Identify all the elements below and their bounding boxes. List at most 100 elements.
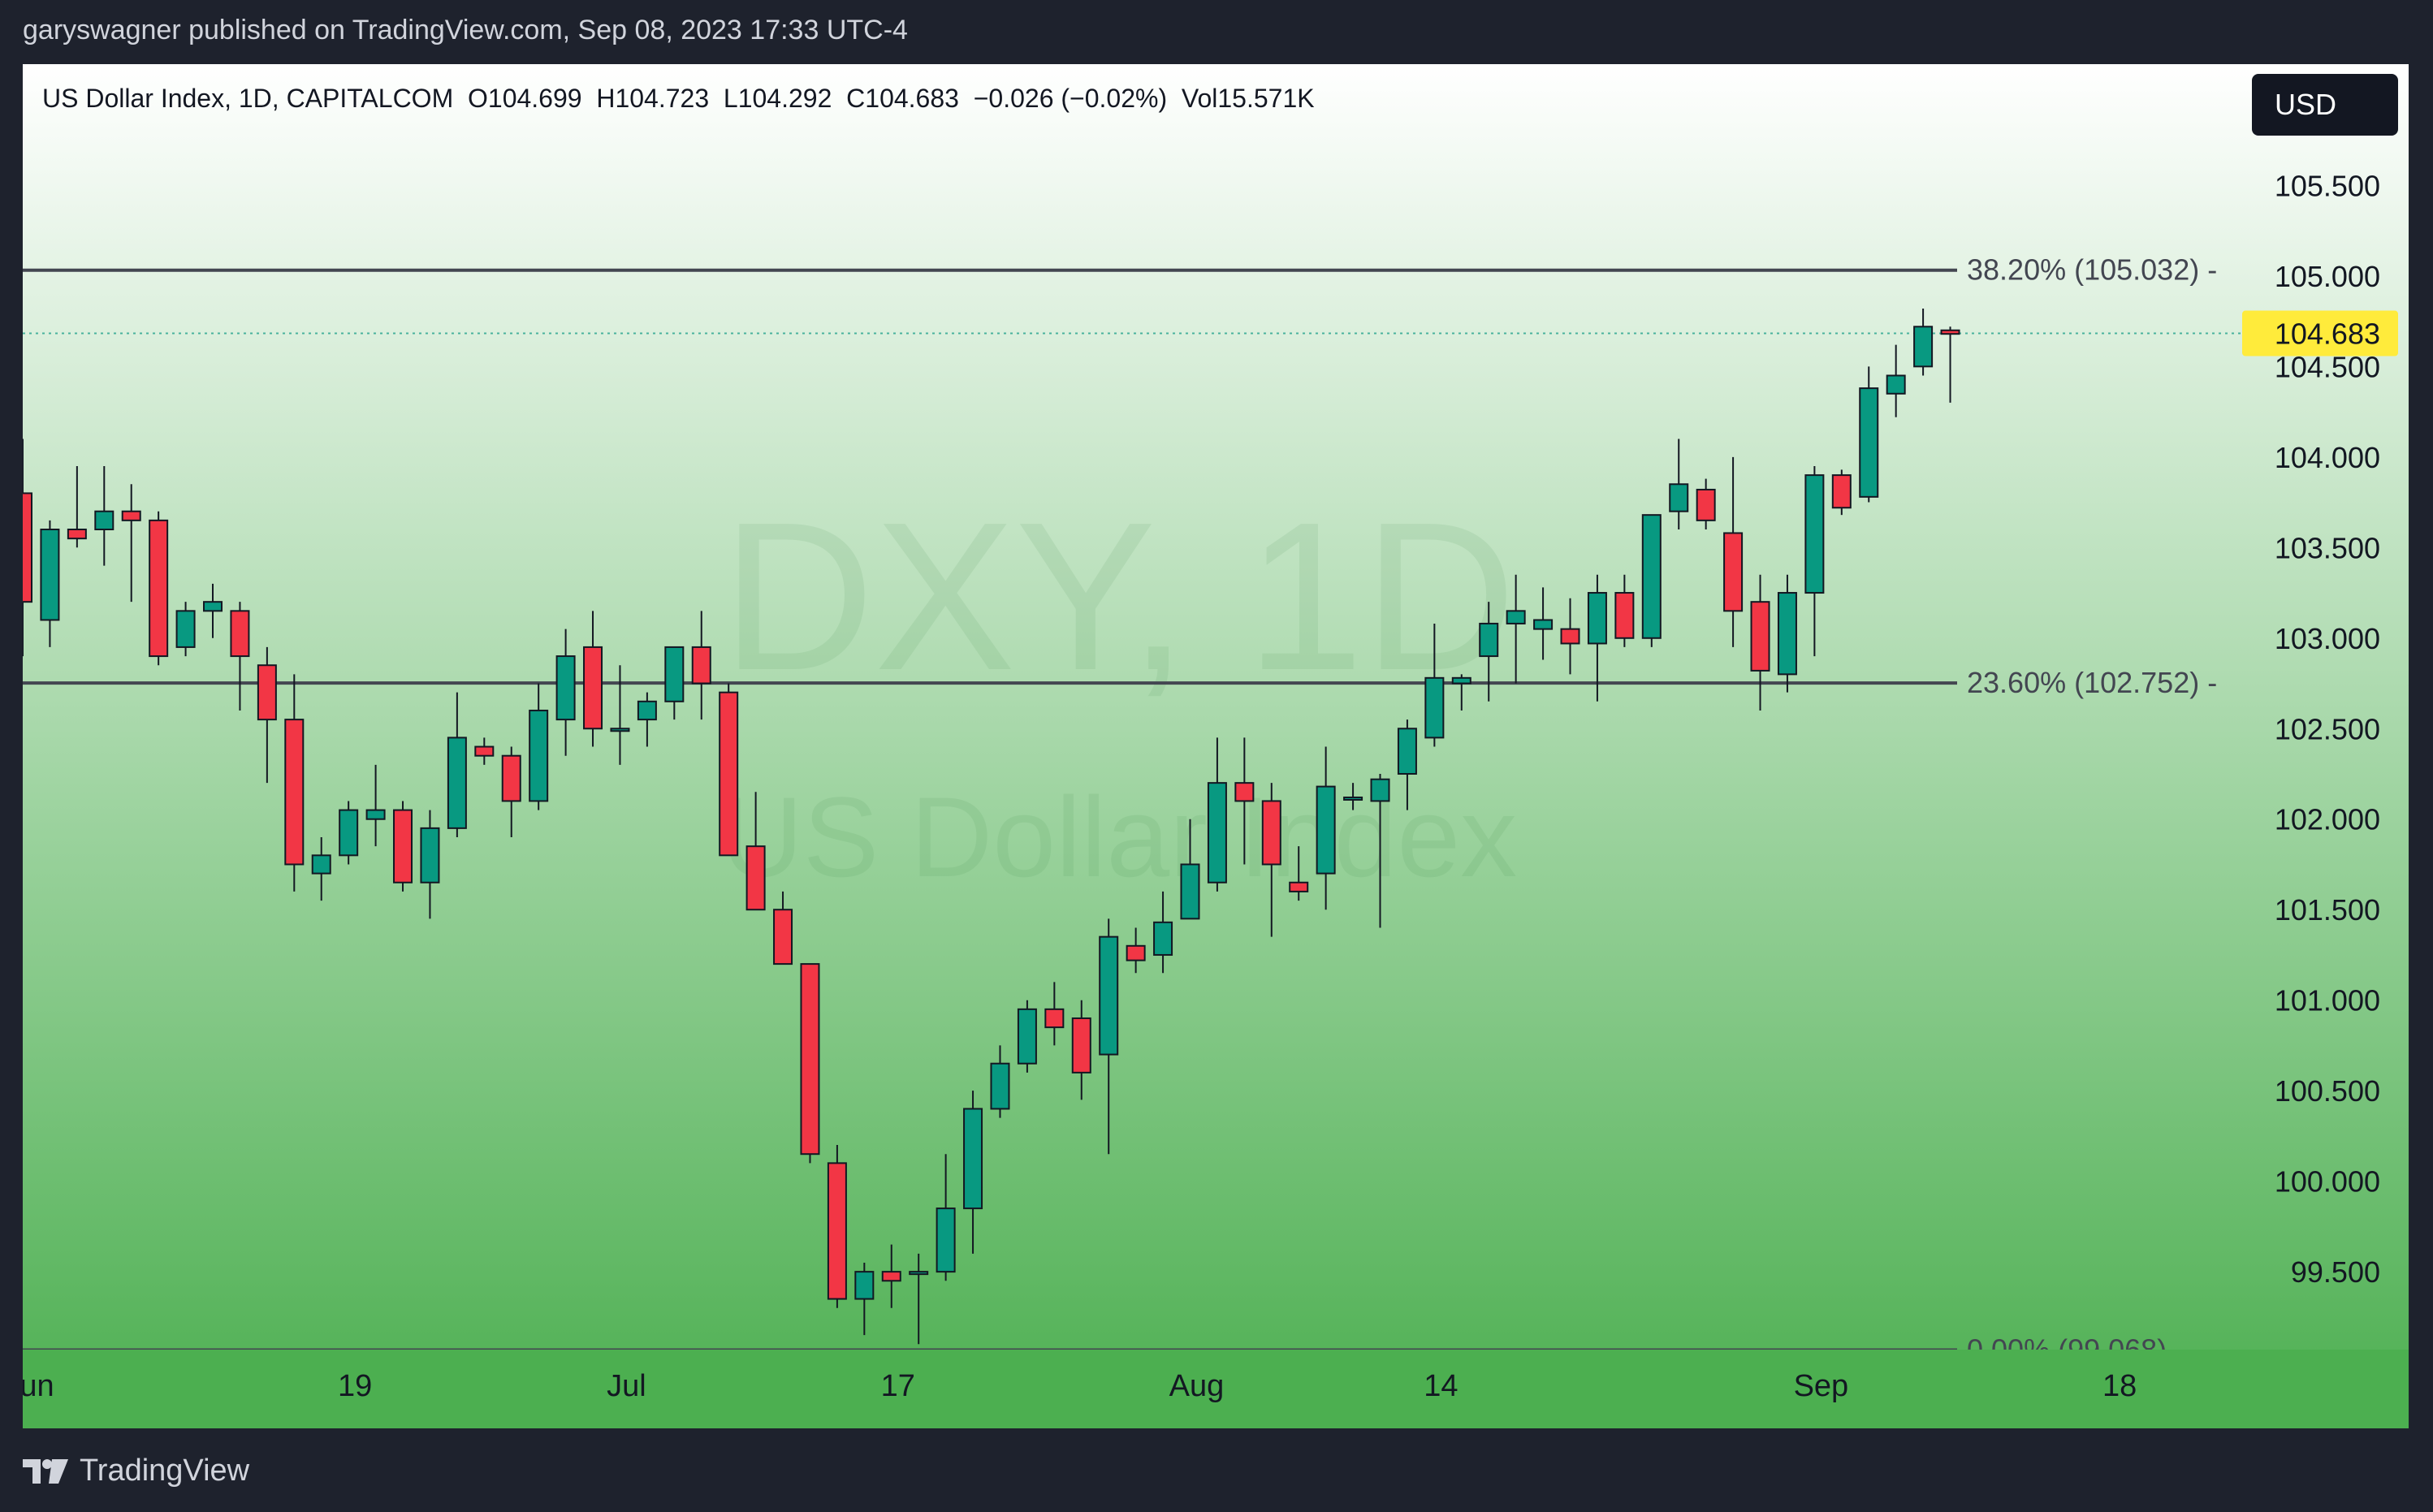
candle-body — [393, 809, 413, 883]
candle-down — [1723, 456, 1744, 647]
fib-level-label: 23.60% (102.752) - — [1967, 666, 2217, 699]
candle-down — [583, 611, 603, 747]
candle-body — [1044, 1008, 1065, 1029]
watermark-symbol: DXY, 1D — [722, 479, 1516, 715]
candle-down — [474, 737, 495, 765]
candle-down — [881, 1244, 901, 1308]
candle-up — [990, 1045, 1010, 1118]
candle-body — [501, 754, 521, 802]
candle-down — [1614, 574, 1635, 647]
candle-body — [230, 610, 250, 658]
candle-body — [1370, 778, 1390, 802]
candle-body — [963, 1108, 983, 1210]
tradingview-brand[interactable]: TradingView — [23, 1454, 249, 1488]
candle-body — [1913, 326, 1934, 368]
time-tick-label: 17 — [881, 1369, 915, 1403]
candle-up — [1479, 602, 1499, 702]
price-tick-label: 105.500 — [2275, 169, 2380, 202]
candle-body — [365, 809, 386, 820]
candle-up — [963, 1091, 983, 1254]
candle-body — [773, 909, 793, 966]
candle-up — [1859, 366, 1879, 503]
candle-body — [664, 646, 685, 702]
candle-down — [284, 674, 305, 892]
time-tick-label: Sep — [1794, 1369, 1849, 1403]
candle-down — [501, 746, 521, 838]
candle-down — [1750, 574, 1770, 711]
watermark-name: US Dollar Index — [721, 773, 1517, 901]
fib-level-label: 38.20% (105.032) - — [1967, 253, 2217, 287]
candle-body — [121, 510, 141, 521]
candle-body — [909, 1271, 929, 1276]
candle-down — [745, 792, 766, 911]
candle-body — [1886, 374, 1906, 395]
candle-up — [1669, 438, 1689, 530]
candle-body — [1451, 676, 1471, 685]
candle-up — [1153, 891, 1173, 974]
candle-body — [1804, 474, 1825, 594]
candle-body — [94, 510, 115, 531]
candle-up — [1397, 719, 1417, 810]
candle-up — [1017, 1000, 1037, 1073]
candle-body — [800, 963, 820, 1156]
candle-down — [1831, 469, 1852, 516]
price-tick-label: 102.500 — [2275, 712, 2380, 745]
candle-body — [1126, 944, 1146, 961]
watermark: DXY, 1D US Dollar Index — [721, 479, 1517, 901]
candle-body — [529, 709, 549, 802]
candle-down — [1560, 598, 1580, 675]
candle-down — [67, 465, 87, 548]
candle-body — [1099, 935, 1119, 1056]
price-tick-label: 100.000 — [2275, 1165, 2380, 1199]
candle-body — [175, 610, 196, 648]
candle-body — [1261, 800, 1281, 866]
candle-body — [1831, 474, 1852, 509]
candle-down — [800, 963, 820, 1164]
candle-body — [1017, 1008, 1037, 1065]
candle-up — [1099, 918, 1119, 1155]
candle-body — [1153, 921, 1173, 956]
candle-body — [719, 691, 739, 857]
candle-body — [1750, 601, 1770, 672]
candle-body — [1587, 592, 1607, 645]
chart-background — [23, 64, 2409, 1428]
candle-up — [854, 1262, 875, 1336]
candle-body — [420, 827, 440, 883]
candle-up — [1343, 783, 1363, 810]
candle-body — [881, 1271, 901, 1282]
price-tick-label: 99.500 — [2291, 1255, 2380, 1289]
chart-pane[interactable]: DXY, 1D US Dollar Index 38.20% (105.032)… — [23, 64, 2409, 1428]
candle-body — [1614, 592, 1635, 639]
time-axis[interactable]: Jun 19 Jul 17 Aug 14 Sep 18 — [23, 1369, 2137, 1403]
candle-body — [284, 719, 305, 866]
candle-body — [610, 728, 630, 732]
candle-up — [420, 810, 440, 919]
candle-up — [1913, 308, 1934, 376]
price-tick-label: 100.500 — [2275, 1074, 2380, 1108]
price-tick-label: 101.500 — [2275, 893, 2380, 927]
candle-up — [94, 465, 115, 566]
time-tick-label: 14 — [1424, 1369, 1458, 1403]
candle-up — [1451, 674, 1471, 711]
candle-up — [529, 683, 549, 810]
candle-up — [175, 602, 196, 657]
candle-body — [1424, 676, 1445, 739]
price-chart[interactable]: DXY, 1D US Dollar Index 38.20% (105.032)… — [23, 64, 2409, 1428]
candle-down — [773, 891, 793, 966]
candle-up — [40, 520, 60, 647]
candle-down — [1289, 846, 1309, 901]
candle-up — [447, 692, 467, 838]
price-axis[interactable]: 105.500105.000104.500104.000103.500103.0… — [2275, 169, 2380, 1289]
candle-down — [393, 801, 413, 892]
price-tick-label: 103.000 — [2275, 622, 2380, 655]
candle-down — [691, 611, 711, 720]
candle-up — [203, 583, 223, 638]
publish-info: garyswagner published on TradingView.com… — [23, 15, 908, 45]
candle-down — [1126, 927, 1146, 974]
candle-body — [990, 1062, 1010, 1110]
candle-body — [339, 809, 359, 857]
candle-down — [149, 511, 169, 666]
currency-button[interactable]: USD — [2252, 74, 2398, 136]
time-tick-label: Jun — [23, 1369, 54, 1403]
candle-body — [936, 1207, 956, 1273]
